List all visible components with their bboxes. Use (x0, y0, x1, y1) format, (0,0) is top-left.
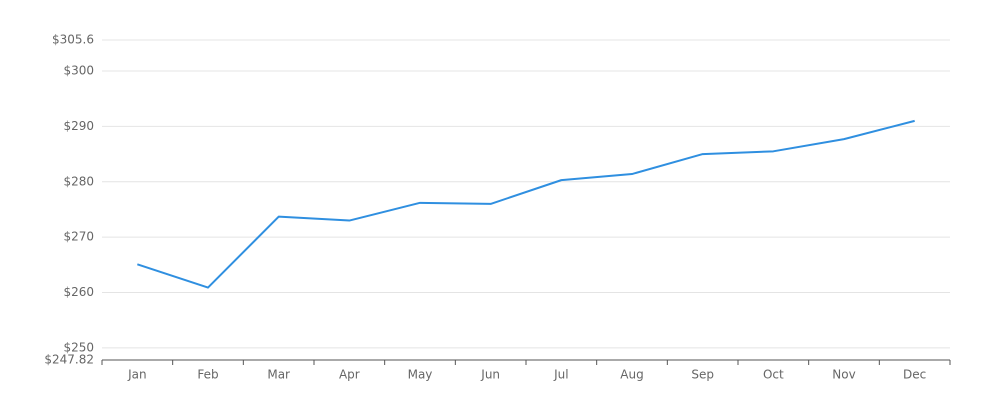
y-tick-label: $280 (63, 174, 94, 188)
y-tick-label: $260 (63, 285, 94, 299)
y-tick-label: $305.6 (52, 33, 94, 47)
x-tick-label: Aug (620, 368, 643, 382)
x-tick-label: Jul (553, 368, 568, 382)
x-tick-label: Oct (763, 368, 784, 382)
y-tick-label: $300 (63, 64, 94, 78)
x-tick-label: Dec (903, 368, 926, 382)
x-tick-label: May (408, 368, 433, 382)
line-series (137, 119, 915, 289)
y-tick-label: $250 (63, 340, 94, 354)
x-tick-label: Nov (832, 368, 855, 382)
y-tick-label: $247.82 (44, 353, 94, 367)
y-tick-label: $270 (63, 230, 94, 244)
x-tick-label: Sep (691, 368, 714, 382)
x-tick-label: Apr (339, 368, 360, 382)
x-tick-label: Jun (480, 368, 500, 382)
x-tick-label: Feb (197, 368, 218, 382)
x-tick-label: Jan (127, 368, 147, 382)
y-tick-label: $290 (63, 119, 94, 133)
x-tick-label: Mar (267, 368, 290, 382)
